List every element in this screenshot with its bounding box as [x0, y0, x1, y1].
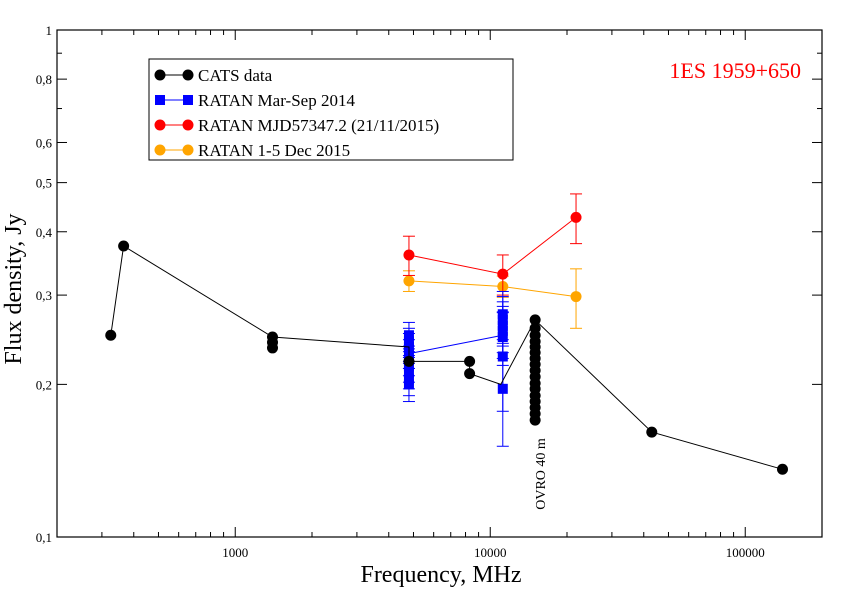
data-point [403, 379, 414, 390]
legend-marker [155, 95, 165, 105]
data-point [570, 291, 582, 303]
legend-marker [183, 95, 193, 105]
data-layer [105, 193, 788, 475]
y-tick-label: 0,8 [36, 72, 52, 87]
legend-label: RATAN MJD57347.2 (21/11/2015) [198, 116, 439, 135]
legend: CATS data RATAN Mar-Sep 2014 RATAN MJD5734… [148, 58, 514, 161]
axis-ticks: 1000 10000 100000 0,1 0,2 0,3 0,4 0,5 0,6 0,8 1 [36, 23, 822, 560]
data-point [646, 426, 658, 438]
series-2 [402, 193, 583, 296]
plot-frame [56, 29, 823, 538]
series-0 [105, 240, 788, 475]
x-tick-label: 1000 [222, 545, 248, 560]
legend-label: CATS data [198, 66, 273, 85]
x-tick-label: 100000 [726, 545, 765, 560]
data-point [529, 414, 541, 426]
y-tick-label: 0,1 [36, 530, 52, 545]
legend-label: RATAN Mar-Sep 2014 [198, 91, 355, 110]
y-tick-label: 0,2 [36, 377, 52, 392]
data-point [403, 275, 415, 287]
legend-marker [182, 119, 194, 131]
legend-marker [154, 119, 166, 131]
ovro-annotation: OVRO 40 m [534, 438, 549, 510]
data-point [464, 368, 476, 380]
data-point [529, 314, 541, 326]
data-point [118, 240, 130, 252]
data-point [403, 249, 415, 261]
chart-title: 1ES 1959+650 [669, 58, 801, 83]
y-tick-label: 1 [46, 23, 53, 38]
x-axis-title: Frequency, MHz [360, 562, 521, 588]
legend-box [148, 58, 514, 161]
legend-marker [154, 69, 166, 81]
series-line [408, 334, 503, 355]
legend-marker [154, 144, 166, 156]
data-point [267, 342, 278, 354]
data-point [464, 355, 476, 367]
y-tick-label: 0,3 [36, 288, 52, 303]
legend-marker [182, 144, 194, 156]
data-point [777, 463, 788, 475]
data-point [497, 268, 509, 280]
y-tick-label: 0,4 [36, 225, 53, 240]
data-point [570, 211, 582, 223]
legend-marker [182, 69, 194, 81]
legend-label: RATAN 1-5 Dec 2015 [198, 141, 350, 160]
data-point [497, 383, 508, 394]
data-point [403, 355, 415, 367]
x-tick-label: 10000 [474, 545, 507, 560]
y-tick-label: 0,6 [36, 135, 53, 150]
y-axis-title: Flux density, Jy [1, 213, 27, 364]
data-point [105, 329, 117, 341]
y-tick-label: 0,5 [36, 176, 52, 191]
